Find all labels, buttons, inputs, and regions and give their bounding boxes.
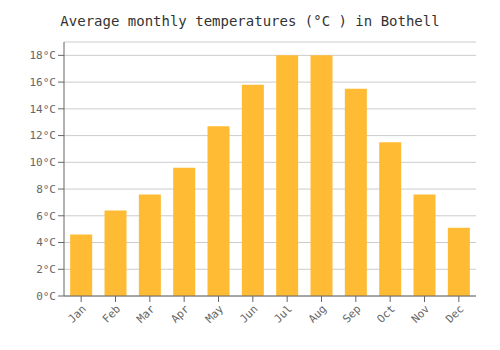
svg-text:Jun: Jun bbox=[237, 302, 260, 325]
svg-text:Nov: Nov bbox=[409, 302, 433, 326]
svg-text:14°C: 14°C bbox=[30, 103, 57, 116]
svg-text:8°C: 8°C bbox=[36, 183, 56, 196]
svg-text:May: May bbox=[203, 302, 227, 326]
svg-text:Feb: Feb bbox=[100, 302, 123, 325]
svg-text:10°C: 10°C bbox=[30, 156, 57, 169]
svg-text:18°C: 18°C bbox=[30, 49, 57, 62]
svg-text:Sep: Sep bbox=[340, 302, 363, 325]
html-text:Average monthly temperatures (: Average monthly temperatures (°C ) in Bo… bbox=[60, 13, 440, 29]
svg-text:Apr: Apr bbox=[169, 302, 193, 326]
svg-text:Jul: Jul bbox=[272, 302, 295, 325]
svg-text:12°C: 12°C bbox=[30, 129, 57, 142]
svg-text:4°C: 4°C bbox=[36, 236, 56, 249]
svg-text:Aug: Aug bbox=[306, 302, 329, 325]
svg-text:Oct: Oct bbox=[375, 302, 398, 325]
svg-text:Jan: Jan bbox=[66, 302, 89, 325]
svg-text:16°C: 16°C bbox=[30, 76, 57, 89]
svg-text:6°C: 6°C bbox=[36, 210, 56, 223]
svg-text:Dec: Dec bbox=[443, 302, 466, 325]
svg-text:Mar: Mar bbox=[134, 302, 158, 326]
svg-text:0°C: 0°C bbox=[36, 290, 56, 303]
svg-text:2°C: 2°C bbox=[36, 263, 56, 276]
